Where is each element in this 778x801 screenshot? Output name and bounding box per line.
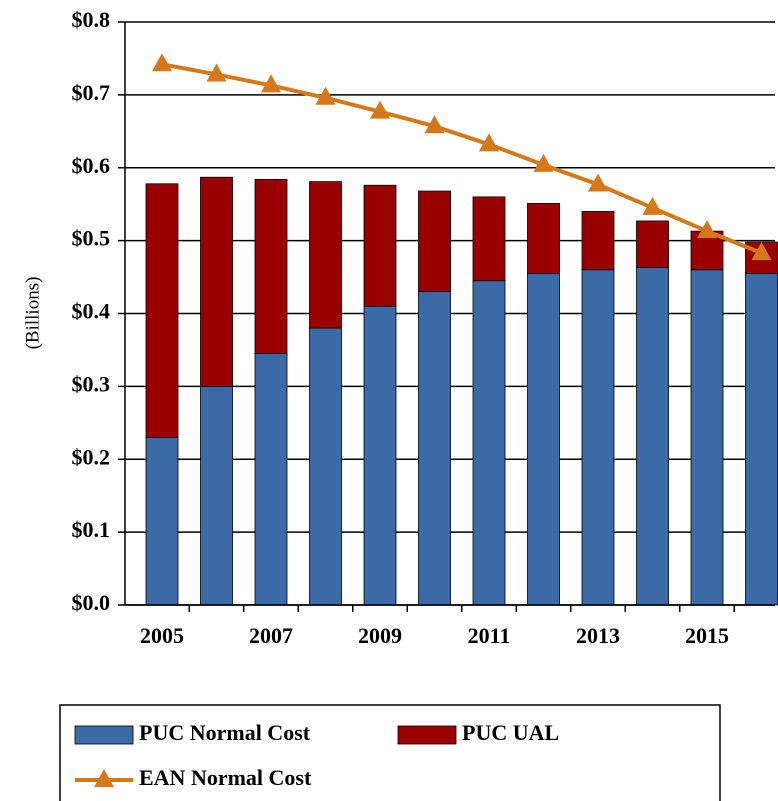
marker xyxy=(479,133,499,152)
y-tick-label: $0.7 xyxy=(72,80,111,105)
marker xyxy=(533,153,554,172)
y-tick-label: $0.0 xyxy=(72,590,111,615)
marker xyxy=(370,100,390,119)
bar xyxy=(745,273,778,606)
line xyxy=(161,62,763,255)
bar xyxy=(527,203,560,274)
bar xyxy=(200,385,233,606)
bar xyxy=(636,267,669,606)
x-tick-label: 2011 xyxy=(468,623,511,648)
y-tick-label: $0.5 xyxy=(72,226,111,251)
marker xyxy=(642,196,663,215)
x-tick-label: 2013 xyxy=(576,623,620,648)
legend-label: PUC UAL xyxy=(462,720,559,745)
marker xyxy=(206,63,227,82)
bar xyxy=(690,269,724,606)
y-tick-label: $0.4 xyxy=(72,299,111,324)
bar xyxy=(363,305,397,606)
bar xyxy=(309,327,342,606)
y-tick-label: $0.8 xyxy=(72,7,111,32)
marker xyxy=(261,74,281,93)
legend-box xyxy=(59,704,721,801)
bar xyxy=(472,196,506,282)
bar xyxy=(200,176,233,387)
bar xyxy=(145,436,179,606)
bar xyxy=(418,291,451,606)
marker xyxy=(588,173,608,192)
bar xyxy=(145,183,179,438)
marker xyxy=(152,53,172,72)
y-tick-label: $0.3 xyxy=(72,371,111,396)
bar xyxy=(309,181,342,329)
y-tick-label: $0.6 xyxy=(72,153,111,178)
bar xyxy=(527,273,560,606)
bar xyxy=(636,220,669,268)
bar xyxy=(254,179,288,354)
bar xyxy=(418,190,451,293)
x-tick-label: 2007 xyxy=(249,623,293,648)
y-tick-label: $0.2 xyxy=(72,444,111,469)
y-tick-label: $0.1 xyxy=(72,517,111,542)
legend-label: EAN Normal Cost xyxy=(139,765,312,790)
legend-swatch xyxy=(397,725,457,745)
bar xyxy=(472,280,506,606)
x-tick-label: 2005 xyxy=(140,623,184,648)
marker xyxy=(315,86,336,105)
x-tick-label: 2015 xyxy=(685,623,729,648)
bar xyxy=(581,211,615,271)
y-axis-label: (Billions) xyxy=(22,277,43,350)
legend-label: PUC Normal Cost xyxy=(139,720,311,745)
marker xyxy=(751,242,772,261)
bar xyxy=(363,184,397,307)
legend-marker xyxy=(94,769,114,787)
x-tick-label: 2009 xyxy=(358,623,402,648)
marker xyxy=(424,115,445,134)
bar xyxy=(254,353,288,606)
legend-swatch xyxy=(74,725,134,745)
marker xyxy=(697,220,717,239)
bar xyxy=(581,269,615,606)
